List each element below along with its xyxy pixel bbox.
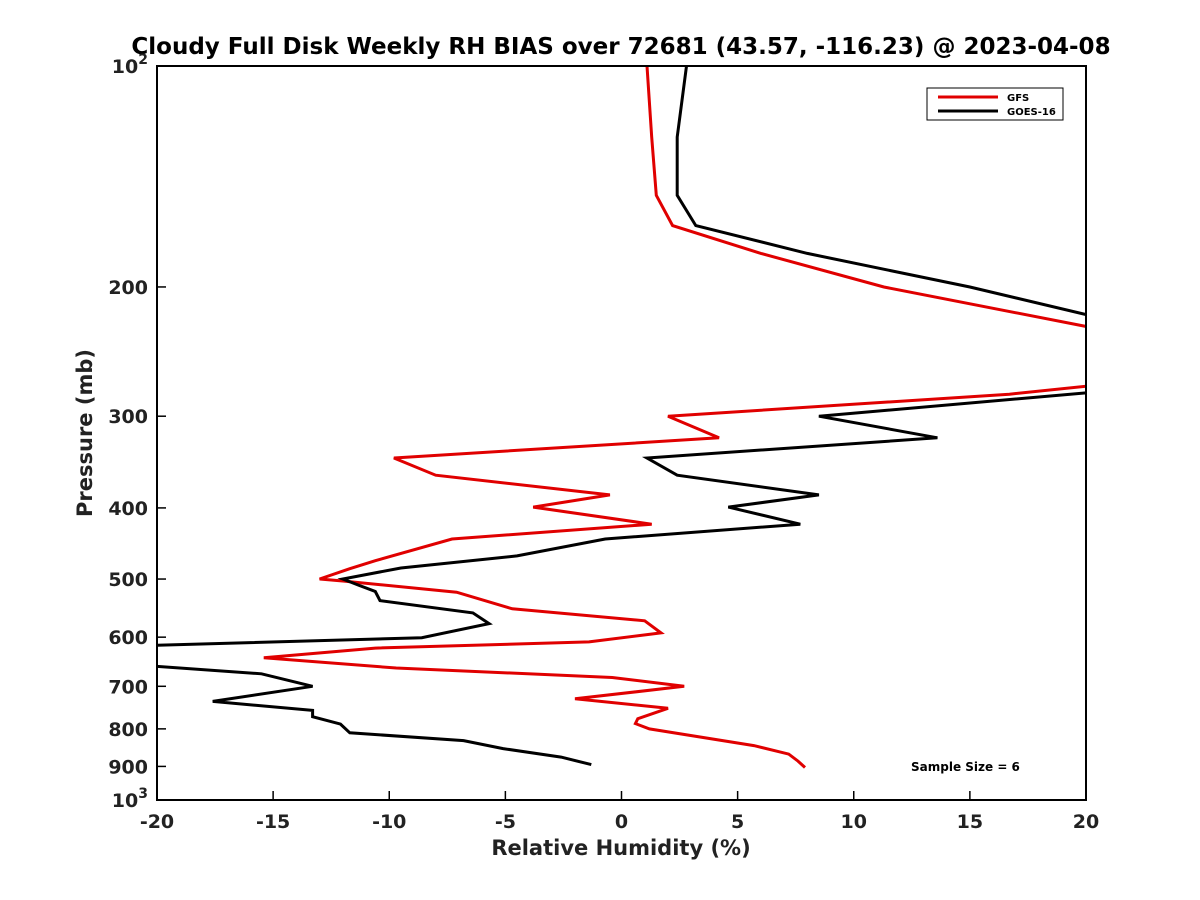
- y-tick-label: 400: [108, 498, 148, 520]
- y-tick-label: 700: [108, 676, 148, 698]
- x-tick-label: 5: [731, 811, 744, 833]
- series-line-0: [263, 66, 1086, 769]
- x-axis-label: Relative Humidity (%): [491, 836, 750, 860]
- x-axis-ticks: -20 -15 -10 -5 0 5 10 15 20: [140, 791, 1099, 833]
- series-line-1: [157, 66, 1086, 767]
- chart-title: Cloudy Full Disk Weekly RH BIAS over 726…: [131, 34, 1110, 60]
- x-tick-label: -15: [256, 811, 290, 833]
- y-tick-label: 500: [108, 569, 148, 591]
- y-tick-label: 103: [112, 786, 148, 812]
- y-tick-label: 300: [108, 406, 148, 428]
- x-tick-label: -10: [372, 811, 406, 833]
- x-tick-label: 0: [615, 811, 628, 833]
- legend-box: [926, 87, 1064, 121]
- series-layer: [157, 66, 1086, 769]
- y-tick-label: 800: [108, 719, 148, 741]
- x-tick-label: -5: [495, 811, 516, 833]
- y-tick-label: 200: [108, 277, 148, 299]
- y-axis-ticks: 102 200 300 400 500 600 700 800 900 103: [108, 52, 166, 812]
- y-axis-label: Pressure (mb): [73, 349, 97, 517]
- x-tick-label: -20: [140, 811, 174, 833]
- x-tick-label: 20: [1073, 811, 1099, 833]
- legend-label-gfs: GFS: [1007, 93, 1029, 104]
- y-tick-label: 600: [108, 627, 148, 649]
- y-tick-label: 900: [108, 756, 148, 778]
- legend: GFS GOES-16: [926, 87, 1064, 121]
- y-tick-label: 102: [112, 52, 148, 78]
- x-tick-label: 15: [957, 811, 983, 833]
- sample-size-annotation: Sample Size = 6: [911, 760, 1020, 774]
- legend-label-goes16: GOES-16: [1007, 107, 1056, 118]
- x-tick-label: 10: [841, 811, 867, 833]
